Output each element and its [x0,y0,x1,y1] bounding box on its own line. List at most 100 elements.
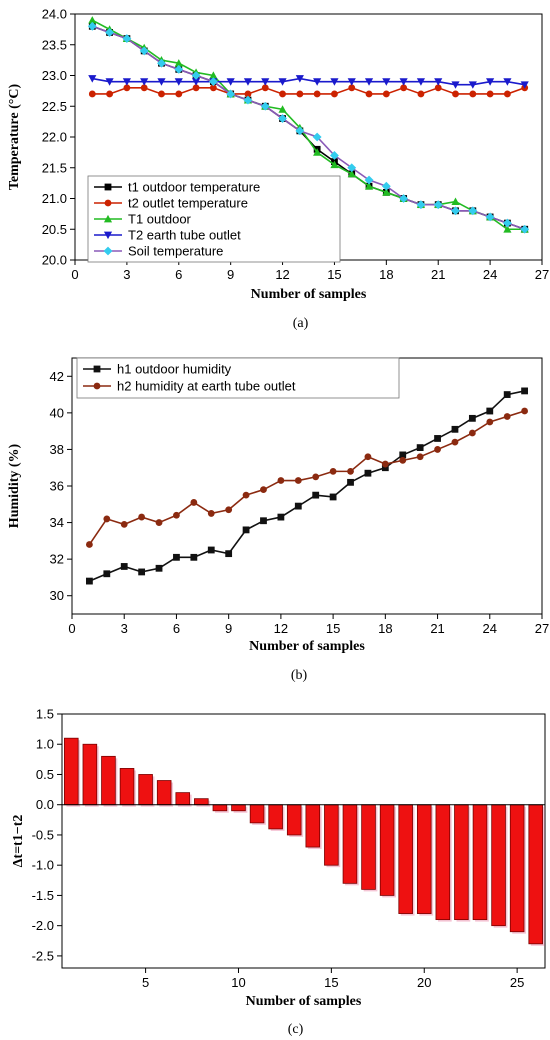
data-point [244,90,252,98]
data-point [243,78,253,86]
data-point [399,457,407,464]
y-tick-label: 22.5 [42,99,67,114]
x-tick-label: 27 [535,621,549,636]
x-tick-label: 12 [274,621,288,636]
x-tick-label: 24 [483,621,497,636]
series-0 [86,387,528,585]
legend-label: Soil temperature [128,244,223,259]
bar [472,804,488,921]
data-point [157,58,166,68]
data-point [155,564,163,572]
data-point [486,78,495,86]
data-point [469,90,477,98]
data-point [296,90,304,98]
data-point [295,75,304,83]
data-point [503,78,512,86]
data-point [140,84,148,92]
bar [138,774,153,806]
x-tick-label: 18 [378,621,392,636]
data-point [381,464,389,472]
plot-frame [61,713,546,969]
x-tick-label: 3 [121,621,128,636]
data-point [347,163,357,173]
legend-marker [93,365,101,373]
y-axis-title: Temperature (°C) [7,84,22,191]
data-point [399,194,409,203]
data-point [87,21,97,31]
y-tick-label: 20.5 [42,222,67,237]
data-point [468,206,478,216]
x-axis-title: Number of samples [249,639,365,654]
data-point [279,90,286,98]
data-point [364,182,374,190]
data-point [191,71,201,80]
data-point [347,478,354,486]
data-point [503,413,511,420]
panel-caption: (a) [293,316,309,331]
data-point [140,78,149,86]
series-line [92,86,525,95]
bar [101,755,116,806]
data-point [277,513,285,521]
series-line [89,390,525,582]
series-4 [87,21,530,234]
bar [491,804,506,927]
data-point [347,169,356,178]
data-point [138,513,146,521]
data-point [520,81,529,89]
bar [379,804,395,896]
data-point [416,444,424,451]
data-point [365,90,373,98]
bar [249,804,265,824]
data-point [123,84,131,92]
data-point [416,453,424,461]
data-point [225,506,233,514]
data-point [190,553,198,561]
data-point [294,502,302,510]
legend-box [87,175,341,263]
data-point [225,550,233,558]
data-point [381,460,389,468]
data-point [243,95,253,105]
legend-label: t1 outdoor temperature [128,180,260,195]
data-point [330,160,339,169]
data-point [468,429,476,437]
data-point [261,78,270,86]
legend-label: h1 outdoor humidity [117,362,232,377]
bar [175,792,191,806]
data-point [329,467,337,475]
legend: h1 outdoor humidity h2 humidity at earth … [76,357,400,399]
data-point [295,126,305,136]
data-point [521,387,528,395]
data-point [329,493,337,501]
legend-marker [103,214,113,223]
y-tick-label: 24.0 [42,7,67,22]
data-point [260,486,267,494]
y-tick-label: 21.5 [42,160,67,175]
x-tick-label: 21 [430,621,444,636]
legend-label: T1 outdoor [128,212,192,227]
data-point [173,553,180,561]
x-axis-title: Number of samples [246,994,362,1009]
data-point [242,526,250,534]
data-point [486,418,494,426]
x-tick-label: 10 [231,975,245,990]
y-tick-label: 22.0 [42,130,67,145]
data-point [313,90,321,98]
series-line [91,19,525,231]
y-tick-label: 23.0 [42,68,67,83]
data-point [451,81,460,89]
bar [64,737,79,806]
data-point [158,90,165,98]
data-point [364,175,374,185]
legend-marker [104,199,112,207]
y-axis-title: Humidity (%) [7,443,22,528]
data-point [122,34,132,44]
data-point [278,105,287,113]
x-tick-label: 12 [275,267,289,282]
legend-box [76,357,400,399]
legend-marker [104,183,112,191]
panel-caption: (c) [288,1022,304,1037]
data-point [207,510,215,517]
